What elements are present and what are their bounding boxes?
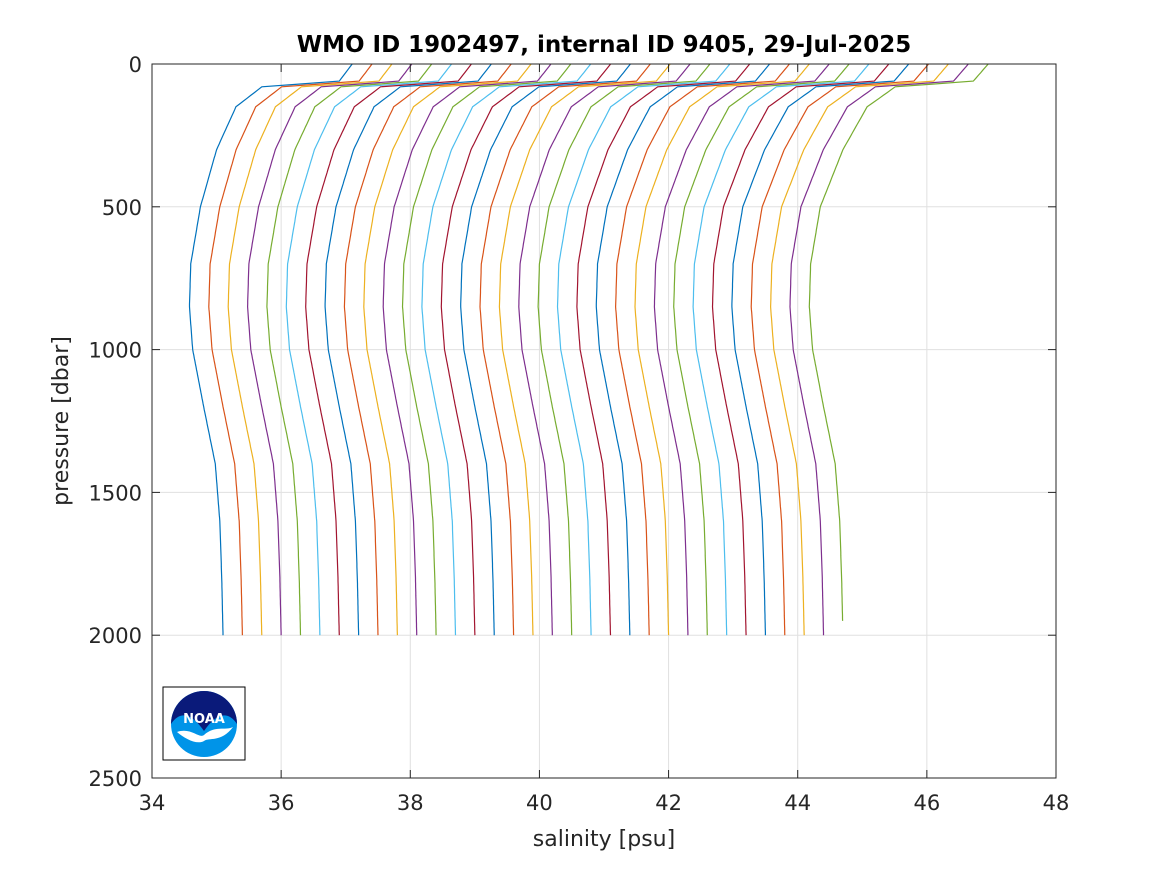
x-tick-label: 44	[784, 791, 811, 815]
profile-line	[750, 63, 930, 636]
profile-line	[208, 63, 373, 636]
profile-line	[363, 63, 532, 636]
profile-line	[769, 63, 949, 636]
y-tick-label: 2000	[89, 624, 142, 648]
profile-line	[479, 63, 651, 636]
profile-line	[692, 63, 870, 636]
x-tick-label: 34	[139, 791, 166, 815]
x-tick-label: 48	[1043, 791, 1070, 815]
profile-line	[188, 63, 353, 636]
profile-line	[305, 63, 472, 636]
profile-line	[266, 63, 433, 636]
y-axis-label: pressure [dbar]	[49, 336, 74, 506]
profile-line	[673, 63, 850, 636]
profile-line	[731, 63, 910, 636]
y-tick-label: 1000	[89, 339, 142, 363]
profile-line	[440, 63, 612, 636]
y-tick-label: 1500	[89, 481, 142, 505]
x-tick-label: 38	[397, 791, 424, 815]
y-tick-label: 2500	[89, 767, 142, 791]
profile-line	[498, 63, 671, 636]
profile-line	[789, 63, 969, 636]
profile-line	[614, 63, 790, 636]
x-tick-label: 36	[268, 791, 295, 815]
profile-line	[460, 63, 631, 636]
profile-lines	[188, 63, 989, 636]
y-axis-ticks: 0 500 1000 1500 2000 2500	[89, 53, 1056, 791]
profile-line	[711, 63, 890, 636]
profile-line	[382, 63, 552, 636]
profile-line	[343, 63, 512, 636]
chart-title: WMO ID 1902497, internal ID 9405, 29-Jul…	[297, 32, 912, 58]
profile-line	[808, 63, 989, 621]
y-tick-label: 500	[102, 196, 142, 220]
profile-line	[653, 63, 830, 636]
profile-line	[556, 63, 731, 636]
profile-line	[246, 63, 413, 636]
profile-line	[401, 63, 572, 636]
noaa-logo: NOAA	[162, 686, 246, 761]
profile-line	[634, 63, 810, 636]
svg-text:NOAA: NOAA	[183, 712, 225, 727]
x-tick-label: 46	[913, 791, 940, 815]
profile-line	[324, 63, 492, 636]
x-tick-label: 42	[655, 791, 682, 815]
profile-line	[421, 63, 592, 636]
x-axis-ticks: 34 36 38 40 42 44 46 48	[139, 64, 1070, 815]
profile-line	[285, 63, 453, 636]
x-axis-label: salinity [psu]	[533, 827, 675, 852]
profile-line	[518, 63, 691, 636]
profile-line	[537, 63, 711, 636]
profile-line	[595, 63, 771, 636]
plot-frame	[151, 63, 1057, 779]
y-tick-label: 0	[129, 53, 142, 77]
x-tick-label: 40	[526, 791, 553, 815]
profile-line	[227, 63, 393, 636]
profile-line	[576, 63, 751, 636]
